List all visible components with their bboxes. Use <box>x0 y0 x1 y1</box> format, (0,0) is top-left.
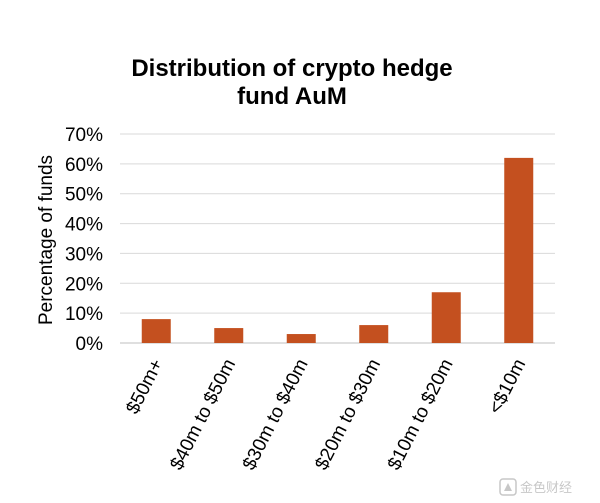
y-tick-label: 40% <box>65 215 103 236</box>
y-tick-label: 70% <box>65 125 103 146</box>
x-tick-label: $20m to $30m <box>311 356 385 474</box>
y-axis-ticks: 0% 10% 20% 30% 40% 50% 60% 70% <box>65 125 103 355</box>
chart-title-line-1: Distribution of crypto hedge <box>131 55 452 82</box>
watermark-text: 金色财经 <box>520 480 572 496</box>
y-axis-label: Percentage of funds <box>36 155 57 325</box>
bar <box>214 328 244 343</box>
chart-title-line-2: fund AuM <box>237 83 347 110</box>
x-tick-label: $40m to $50m <box>166 356 240 474</box>
bar <box>431 292 461 343</box>
x-tick-label: $10m to $20m <box>384 356 458 474</box>
bar <box>504 157 534 343</box>
x-axis-ticks: $50m+$40m to $50m$30m to $40m$20m to $30… <box>122 356 530 474</box>
y-tick-label: 0% <box>76 334 104 355</box>
watermark-logo-icon <box>499 478 517 496</box>
watermark: 金色财经 <box>499 478 572 496</box>
y-tick-label: 10% <box>65 304 103 325</box>
bar <box>141 319 171 343</box>
x-tick-label: $50m+ <box>122 356 167 418</box>
bar <box>286 334 316 343</box>
chart-title: Distribution of crypto hedge fund AuM <box>131 55 452 110</box>
y-tick-label: 60% <box>65 155 103 176</box>
y-tick-label: 50% <box>65 185 103 206</box>
bars <box>141 157 534 343</box>
x-tick-label: $30m to $40m <box>239 356 313 474</box>
bar <box>359 325 389 343</box>
y-tick-label: 30% <box>65 244 103 265</box>
x-tick-label: <$10m <box>485 356 530 418</box>
gridlines <box>120 133 555 344</box>
y-tick-label: 20% <box>65 274 103 295</box>
